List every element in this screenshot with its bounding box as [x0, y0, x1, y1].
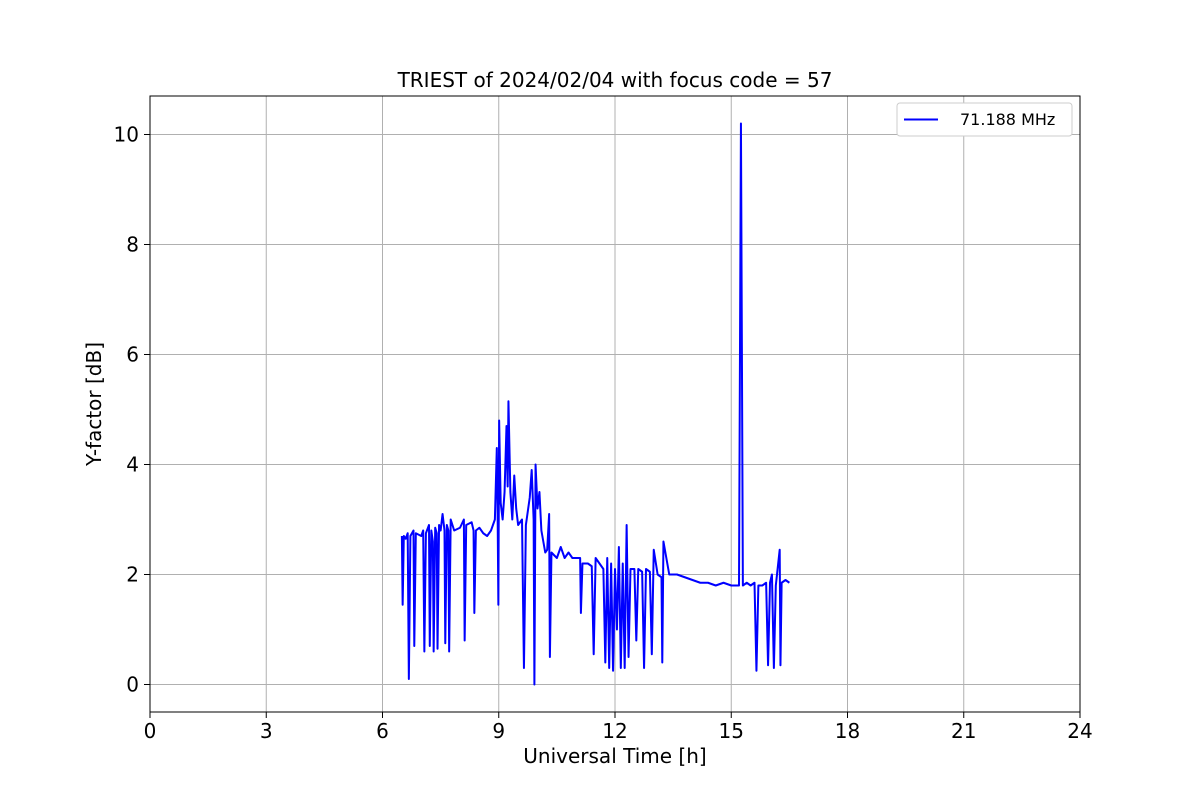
y-axis-label: Y-factor [dB]	[82, 342, 106, 467]
x-axis-label: Universal Time [h]	[523, 744, 706, 768]
x-tick-label: 12	[602, 719, 627, 743]
x-tick-label: 24	[1067, 719, 1092, 743]
x-tick-label: 15	[719, 719, 744, 743]
legend: 71.188 MHz	[896, 102, 1073, 137]
y-tick-label: 8	[126, 233, 139, 257]
y-tick-label: 10	[114, 123, 139, 147]
legend-box	[896, 102, 1073, 137]
series-line	[400, 122, 790, 686]
y-tick-label: 4	[126, 453, 139, 477]
x-tick-label: 6	[376, 719, 389, 743]
legend-series-label: 71.188 MHz	[960, 110, 1055, 129]
x-tick-label: 9	[492, 719, 505, 743]
chart-title: TRIEST of 2024/02/04 with focus code = 5…	[397, 68, 833, 92]
plot-area	[400, 122, 790, 686]
y-tick-label: 2	[126, 563, 139, 587]
x-tick-label: 0	[144, 719, 157, 743]
x-tick-label: 3	[260, 719, 273, 743]
y-tick-label: 0	[126, 673, 139, 697]
x-tick-label: 18	[835, 719, 860, 743]
y-tick-label: 6	[126, 343, 139, 367]
x-tick-label: 21	[951, 719, 976, 743]
